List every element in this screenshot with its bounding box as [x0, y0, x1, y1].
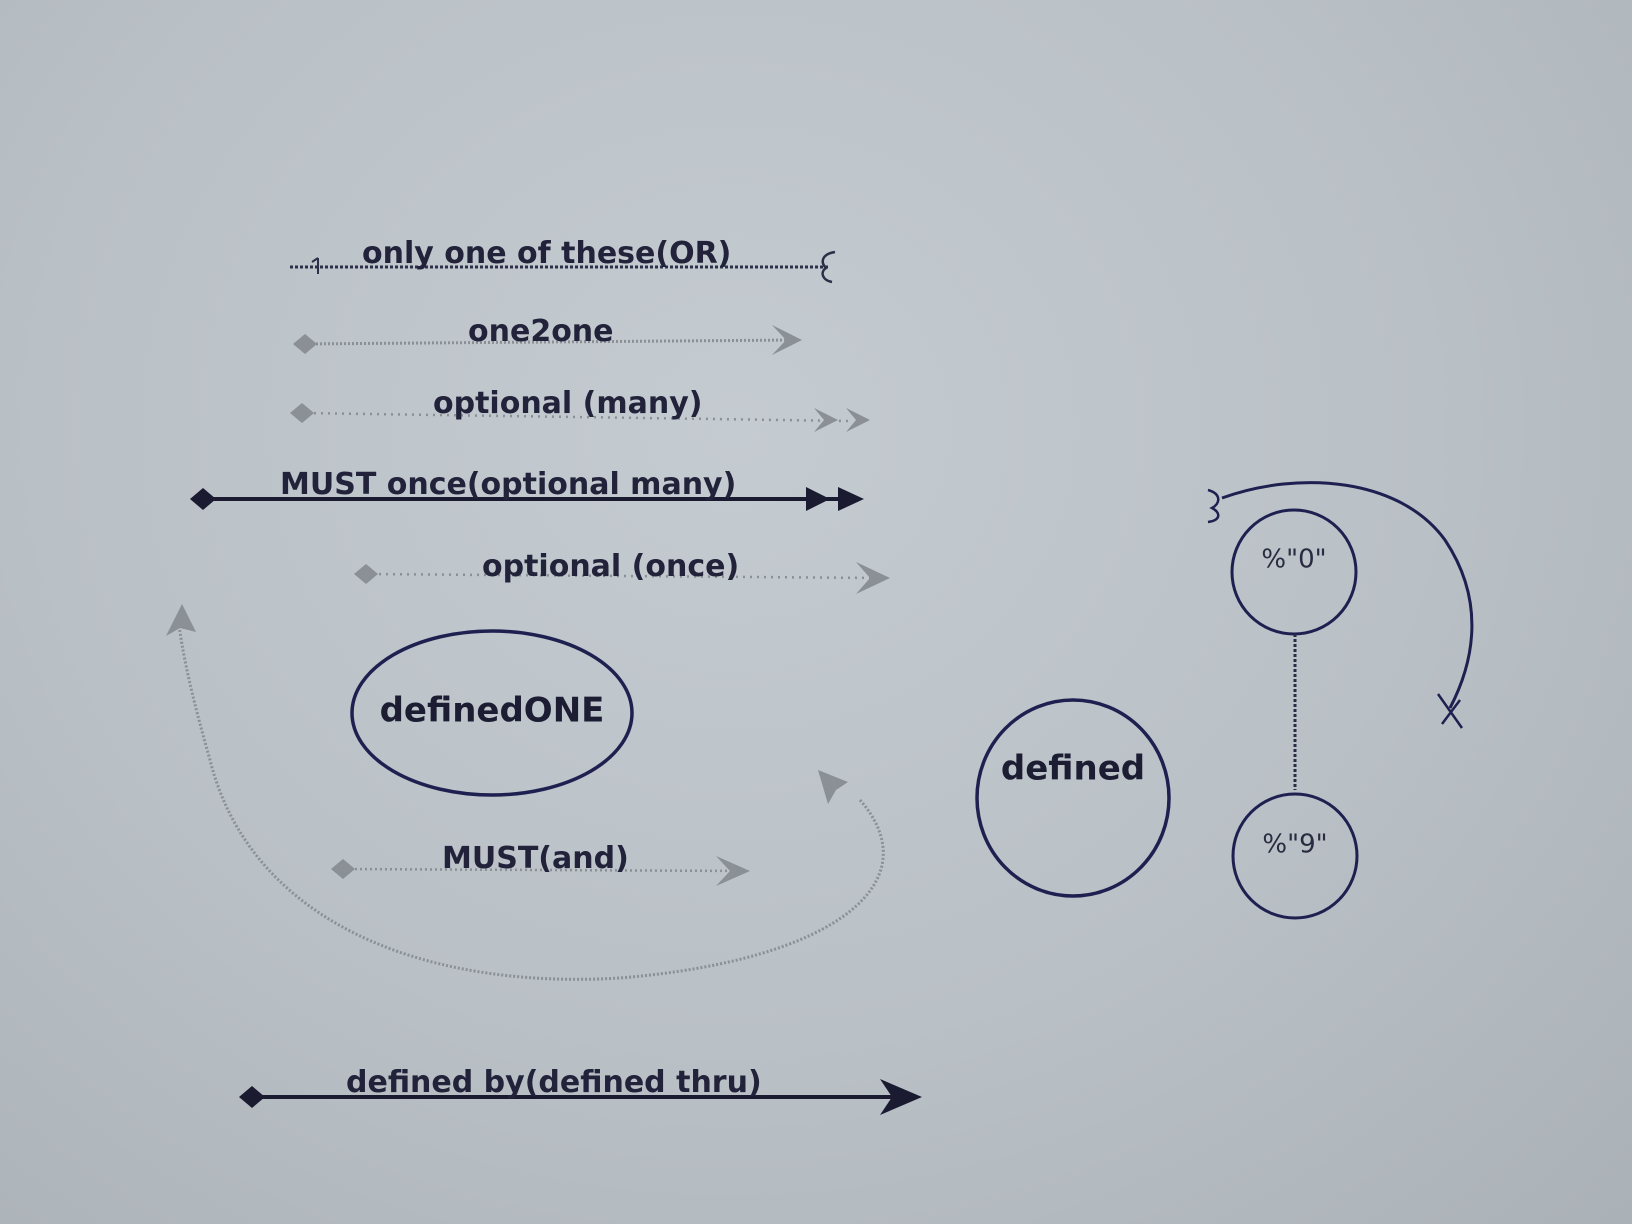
label-defined: defined: [1001, 749, 1145, 789]
edge-optional-many: [290, 403, 870, 432]
label-optional-many: optional (many): [433, 386, 703, 421]
loop-arc-arrowhead-right: [818, 770, 848, 804]
loop-arc-arrowhead-left: [166, 604, 196, 636]
node-range-end: %"9": [1231, 792, 1359, 920]
label-defined-by: defined by(defined thru): [346, 1065, 762, 1100]
edge-or: [290, 250, 836, 284]
label-optional-once: optional (once): [482, 549, 739, 584]
label-range-start: %"0": [1261, 545, 1326, 575]
label-or: only one of these(OR): [362, 236, 731, 271]
range-repeat-arc-start-hook: [1207, 488, 1220, 524]
edge-defined-by: [239, 1079, 922, 1115]
label-must-and: MUST(and): [442, 841, 629, 876]
range-repeat-arc-end-cross: [1436, 693, 1464, 729]
node-defined-one: definedONE: [350, 629, 634, 797]
edge-loop-arc: [176, 617, 885, 981]
node-range-start: %"0": [1230, 508, 1358, 636]
edge-must-and: [331, 856, 750, 886]
edge-must-once-optional-many: [190, 487, 864, 511]
label-defined-one: definedONE: [380, 691, 605, 731]
label-one2one: one2one: [468, 314, 614, 349]
node-defined: defined: [975, 698, 1171, 898]
label-must-once-optional-many: MUST once(optional many): [280, 467, 736, 502]
label-range-end: %"9": [1262, 830, 1327, 860]
edge-optional-once: [354, 562, 890, 594]
edge-one2one: [293, 325, 802, 355]
edge-range-repeat-arc: [1221, 481, 1474, 709]
